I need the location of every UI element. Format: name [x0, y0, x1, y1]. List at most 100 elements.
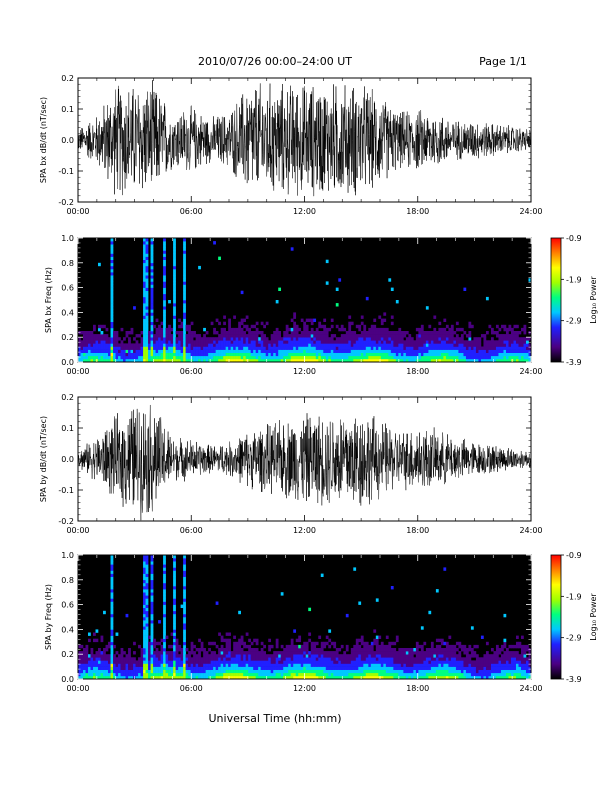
spectrogram-cell: [430, 340, 434, 344]
spectrogram-cell: [210, 663, 214, 667]
spectrogram-cell: [495, 355, 499, 360]
spectrogram-cell: [150, 296, 154, 301]
spectrogram-cell: [195, 675, 199, 680]
spectrogram-cell: [495, 669, 499, 674]
spectrogram-cell: [310, 669, 314, 674]
spectrogram-cell: [413, 352, 417, 357]
spectrogram-cell: [390, 654, 394, 658]
spectrogram-cell: [425, 648, 429, 652]
spectrogram-cell: [443, 349, 447, 353]
spectrogram-cell: [308, 318, 312, 322]
spectrogram-cell: [275, 660, 279, 664]
spectrogram-cell: [223, 672, 226, 677]
spectrogram-cell: [245, 672, 249, 677]
spectrogram-cell: [230, 334, 234, 338]
spectrogram-cell: [205, 654, 209, 658]
spectrogram-cell: [153, 358, 156, 363]
spectrogram-cell: [343, 334, 347, 338]
waveform-trace: [77, 80, 532, 197]
spectrogram-cell: [173, 672, 176, 677]
spectrogram-cell: [513, 669, 517, 674]
spectrogram-cell: [218, 343, 221, 347]
spectrogram-cell: [398, 327, 402, 332]
spectrogram-cell: [288, 675, 292, 680]
spectrogram-cell: [398, 669, 402, 674]
spectrogram-cell: [315, 672, 319, 677]
spectrogram-cell: [328, 358, 332, 363]
spectrogram-cell: [518, 644, 522, 649]
spectrogram-cell: [365, 349, 369, 353]
spectrogram-cell: [155, 660, 159, 664]
spectrogram-cell: [238, 346, 241, 350]
spectrogram-cell: [173, 349, 176, 353]
spectrogram-cell: [105, 672, 109, 677]
spectrogram-cell: [393, 334, 397, 338]
spectrogram-cell: [98, 343, 101, 347]
spectrogram-cell: [405, 669, 409, 674]
spectrogram-cell: [420, 358, 424, 363]
spectrogram-cell: [145, 564, 149, 568]
spectrogram-cell: [243, 663, 246, 667]
spectrogram-cell: [350, 672, 354, 677]
spectrogram-cell: [290, 654, 294, 658]
spectrogram-cell: [423, 334, 427, 338]
spectrogram-cell: [325, 331, 329, 335]
spectrogram-cell: [88, 654, 91, 658]
spectrogram-cell: [268, 358, 272, 363]
spectrogram-cell: [445, 657, 449, 661]
spectrogram-cell: [355, 343, 359, 347]
spectrogram-cell: [78, 663, 81, 667]
spectrogram-cell: [358, 654, 362, 658]
spectrogram-cell: [275, 352, 279, 357]
spectrogram-cell: [435, 337, 439, 341]
spectrogram-cell: [238, 648, 241, 652]
spectrogram-cell: [193, 340, 196, 344]
spectrogram-cell: [315, 346, 319, 350]
spectrogram-cell: [288, 349, 292, 353]
spectrogram-cell: [463, 675, 467, 680]
spectrogram-cell: [258, 358, 261, 363]
spectrogram-cell: [225, 343, 229, 347]
spectrogram-cell: [188, 657, 191, 661]
spectrogram-cell: [518, 657, 522, 661]
spectrogram-cell: [463, 657, 467, 661]
spectrogram-cell: [145, 290, 149, 295]
spectrogram-cell: [380, 321, 384, 326]
spectrogram-cell: [503, 349, 507, 353]
spectrogram-cell: [173, 241, 176, 245]
spectrogram-cell: [110, 349, 114, 353]
spectrogram-cell: [188, 358, 191, 363]
spectrogram-cell: [183, 303, 186, 307]
spectrogram-cell: [183, 247, 186, 251]
spectrogram-cell: [325, 343, 329, 347]
spectrogram-cell: [140, 346, 144, 350]
spectrogram-cell: [133, 663, 136, 667]
spectrogram-cell: [415, 358, 419, 363]
spectrogram-cell: [310, 340, 314, 344]
spectrogram-cell: [208, 660, 211, 664]
spectrogram-cell: [498, 346, 502, 350]
spectrogram-cell: [223, 675, 226, 680]
spectrogram-cell: [133, 352, 136, 357]
spectrogram-cell: [85, 355, 89, 360]
spectrogram-cell: [218, 346, 221, 350]
spectrogram-cell: [385, 672, 389, 677]
spectrogram-cell: [485, 663, 489, 667]
spectrogram-cell: [265, 352, 269, 357]
spectrogram-cell: [253, 669, 256, 674]
spectrogram-cell: [260, 349, 264, 353]
spectrogram-cell: [455, 337, 459, 341]
spectrogram-cell: [245, 651, 249, 655]
spectrogram-cell: [200, 672, 204, 677]
spectrogram-cell: [373, 654, 377, 658]
spectrogram-cell: [493, 346, 497, 350]
spectrogram-cell: [385, 648, 389, 652]
spectrogram-cell: [395, 675, 399, 680]
spectrogram-cell: [150, 626, 154, 630]
spectrogram-cell: [503, 641, 507, 646]
spectrogram-cell: [150, 558, 154, 562]
spectrogram-cell: [98, 657, 101, 661]
spectrogram-cell: [215, 669, 219, 674]
spectrogram-cell: [85, 648, 89, 652]
spectrogram-cell: [320, 343, 324, 347]
